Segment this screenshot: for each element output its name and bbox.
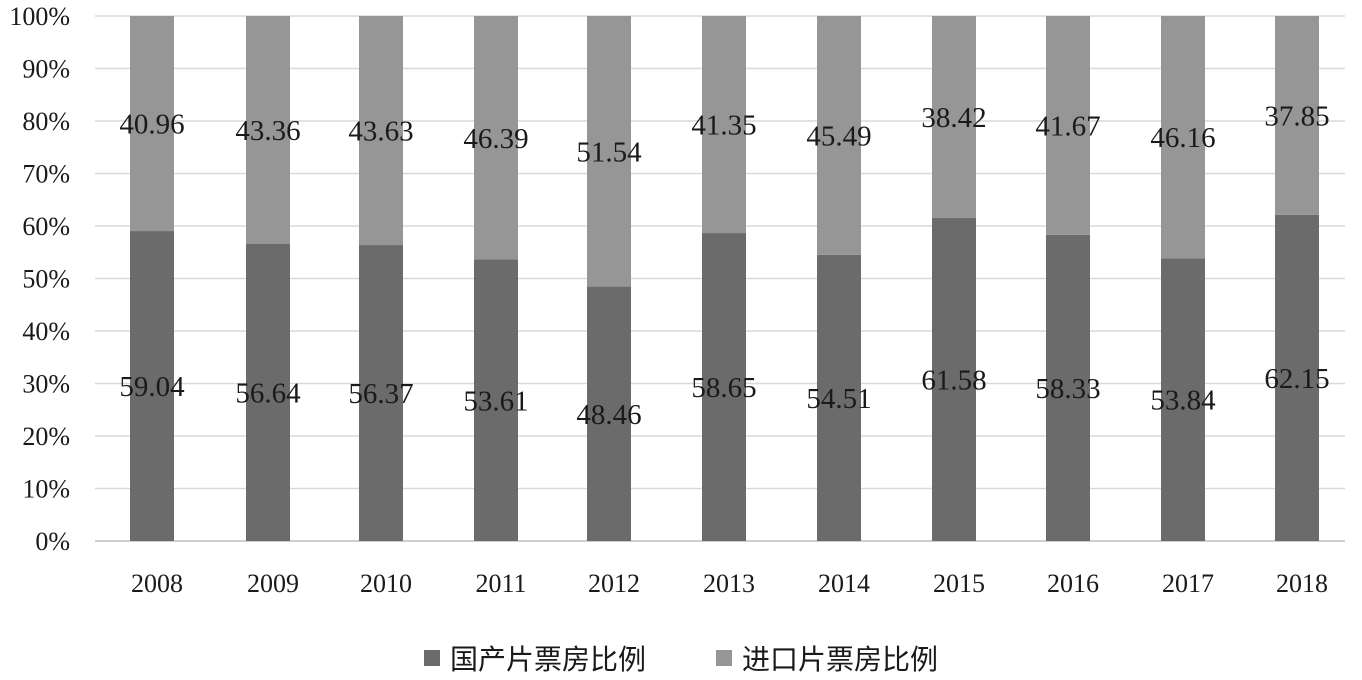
- x-tick-label: 2010: [360, 569, 412, 598]
- x-tick-label: 2018: [1276, 569, 1328, 598]
- x-tick-label: 2015: [933, 569, 985, 598]
- bar-domestic: [587, 286, 631, 541]
- data-labels: 59.04 40.96 56.64 43.36 56.37 43.63 53.61 46.39…: [119, 100, 1329, 430]
- data-label-imported: 43.36: [235, 115, 300, 147]
- data-label-imported: 51.54: [576, 136, 642, 168]
- bar-imported: [1046, 16, 1090, 235]
- bar-domestic: [474, 259, 518, 541]
- x-tick-label: 2008: [131, 569, 183, 598]
- x-tick-label: 2012: [588, 569, 640, 598]
- x-tick-label: 2017: [1162, 569, 1214, 598]
- y-tick-label: 50%: [22, 265, 70, 294]
- bar-domestic: [702, 233, 746, 541]
- data-label-domestic: 58.33: [1035, 373, 1100, 405]
- bar-imported: [817, 16, 861, 255]
- data-label-imported: 46.39: [463, 123, 528, 155]
- data-label-domestic: 61.58: [921, 364, 986, 396]
- y-tick-label: 80%: [22, 107, 70, 136]
- x-tick-label: 2009: [247, 569, 299, 598]
- y-tick-label: 60%: [22, 212, 70, 241]
- data-label-imported: 40.96: [119, 109, 184, 141]
- data-label-imported: 37.85: [1264, 100, 1329, 132]
- data-label-imported: 41.35: [691, 110, 756, 142]
- legend-item-domestic: 国产片票房比例: [423, 638, 646, 678]
- bar-imported: [359, 16, 403, 246]
- data-label-domestic: 53.84: [1150, 385, 1216, 417]
- data-label-domestic: 59.04: [119, 371, 185, 403]
- y-tick-label: 30%: [22, 370, 70, 399]
- data-label-domestic: 58.65: [691, 372, 756, 404]
- data-label-imported: 46.16: [1150, 122, 1215, 154]
- legend-item-imported: 进口片票房比例: [716, 638, 938, 678]
- data-label-domestic: 48.46: [576, 399, 641, 431]
- y-tick-label: 40%: [22, 317, 70, 346]
- y-axis-ticks: 0% 10% 20% 30% 40% 50% 60% 70% 80% 90% 100%: [9, 2, 70, 556]
- x-tick-label: 2014: [818, 569, 870, 598]
- bar-imported: [246, 16, 290, 244]
- bar-domestic: [130, 231, 174, 542]
- data-label-domestic: 56.64: [235, 377, 301, 409]
- y-tick-label: 100%: [9, 2, 70, 31]
- data-label-imported: 43.63: [348, 116, 413, 148]
- bar-imported: [587, 16, 631, 287]
- bar-domestic: [1046, 234, 1090, 541]
- bar-imported: [130, 16, 174, 232]
- bar-domestic: [1161, 258, 1205, 541]
- bar-imported: [932, 16, 976, 218]
- y-tick-label: 20%: [22, 422, 70, 451]
- data-label-domestic: 62.15: [1264, 363, 1329, 395]
- legend-swatch-domestic: [423, 650, 440, 666]
- bar-domestic: [359, 245, 403, 541]
- x-tick-label: 2013: [703, 569, 755, 598]
- data-label-imported: 38.42: [921, 102, 986, 134]
- bar-imported: [702, 16, 746, 234]
- y-tick-label: 70%: [22, 160, 70, 189]
- x-tick-label: 2016: [1047, 569, 1099, 598]
- data-label-imported: 41.67: [1035, 110, 1100, 142]
- legend-label-domestic: 国产片票房比例: [449, 643, 646, 676]
- x-axis-ticks: 2008 2009 2010 2011 2012 2013 2014 2015 2016 2017…: [131, 569, 1328, 598]
- legend-swatch-imported: [716, 650, 732, 666]
- data-label-domestic: 53.61: [463, 385, 528, 417]
- y-tick-label: 0%: [35, 527, 70, 556]
- bar-imported: [474, 16, 518, 260]
- legend: 国产片票房比例 进口片票房比例: [0, 636, 1362, 680]
- bar-imported: [1275, 16, 1319, 215]
- bar-domestic: [817, 254, 861, 541]
- y-tick-label: 90%: [22, 55, 70, 84]
- bar-imported: [1161, 16, 1205, 259]
- bar-domestic: [246, 243, 290, 541]
- x-tick-label: 2011: [475, 569, 526, 598]
- data-label-domestic: 56.37: [348, 378, 413, 410]
- legend-label-imported: 进口片票房比例: [742, 643, 939, 676]
- data-label-imported: 45.49: [806, 120, 871, 152]
- bar-domestic: [932, 217, 976, 541]
- y-tick-label: 10%: [22, 475, 70, 504]
- data-label-domestic: 54.51: [806, 383, 871, 415]
- bar-domestic: [1275, 214, 1319, 541]
- bars: [130, 16, 1319, 542]
